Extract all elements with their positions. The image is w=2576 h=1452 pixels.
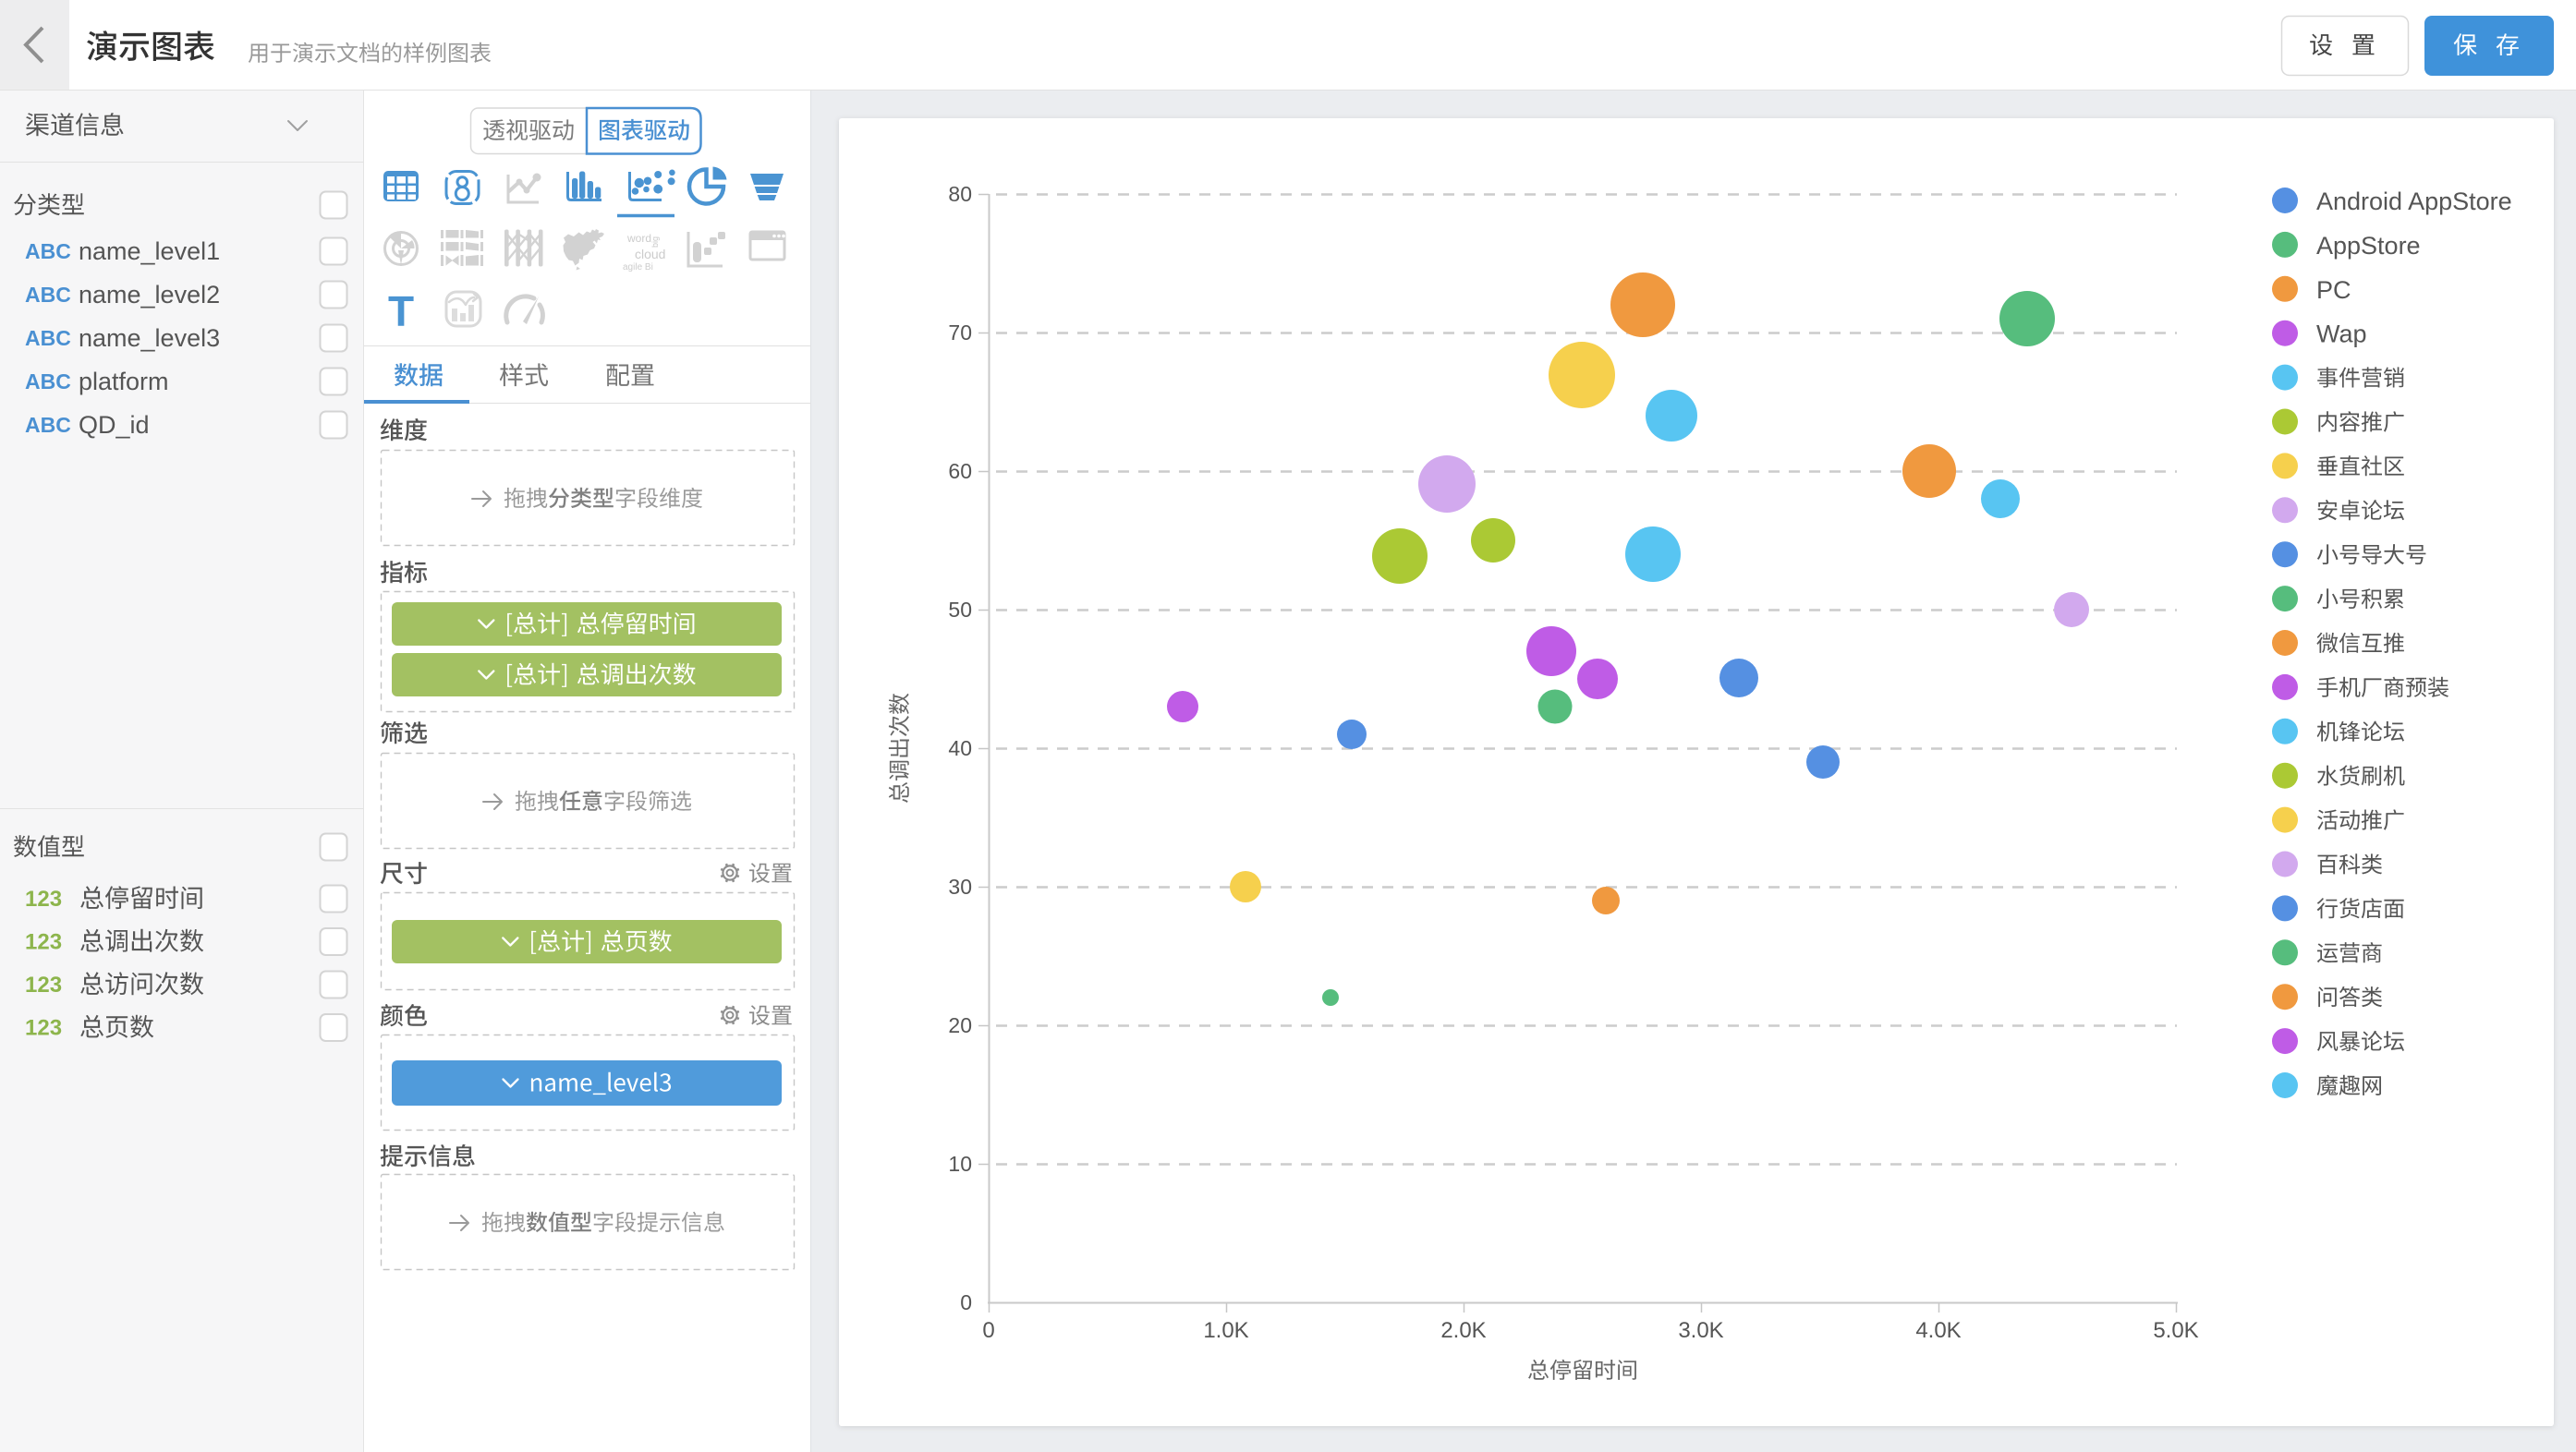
svg-text:20: 20	[948, 1013, 972, 1037]
svg-text:QD_id: QD_id	[79, 411, 150, 439]
svg-text:Wap: Wap	[2316, 321, 2367, 348]
svg-text:name_level1: name_level1	[79, 237, 220, 265]
svg-text:ABC: ABC	[25, 369, 71, 393]
svg-text:0: 0	[960, 1290, 972, 1314]
svg-text:123: 123	[25, 973, 62, 998]
svg-text:name_level2: name_level2	[79, 281, 220, 309]
svg-text:T: T	[388, 287, 414, 335]
svg-text:platform: platform	[79, 368, 169, 395]
svg-text:agile Bi: agile Bi	[623, 262, 653, 272]
svg-text:80: 80	[948, 182, 972, 206]
svg-text:1.0K: 1.0K	[1203, 1318, 1248, 1343]
svg-text:4.0K: 4.0K	[1915, 1318, 1961, 1343]
svg-text:123: 123	[25, 887, 62, 912]
svg-text:Android AppStore: Android AppStore	[2316, 188, 2512, 215]
svg-text:3.0K: 3.0K	[1678, 1318, 1723, 1343]
svg-text:PC: PC	[2316, 276, 2351, 304]
svg-text:60: 60	[948, 459, 972, 483]
svg-text:name_level3: name_level3	[79, 324, 220, 352]
svg-text:big: big	[650, 236, 660, 248]
svg-text:AppStore: AppStore	[2316, 232, 2421, 260]
svg-text:40: 40	[948, 736, 972, 760]
svg-text:ABC: ABC	[25, 413, 71, 437]
svg-text:cloud: cloud	[635, 247, 665, 261]
svg-text:ABC: ABC	[25, 326, 71, 350]
svg-text:123: 123	[25, 1016, 62, 1041]
svg-text:ABC: ABC	[25, 283, 71, 307]
svg-text:0: 0	[982, 1318, 994, 1343]
svg-text:30: 30	[948, 875, 972, 899]
svg-text:123: 123	[25, 930, 62, 955]
svg-text:5.0K: 5.0K	[2153, 1318, 2198, 1343]
svg-text:word: word	[626, 232, 651, 245]
svg-text:2.0K: 2.0K	[1440, 1318, 1486, 1343]
svg-text:50: 50	[948, 598, 972, 622]
svg-text:ABC: ABC	[25, 239, 71, 263]
svg-text:10: 10	[948, 1152, 972, 1176]
svg-text:70: 70	[948, 321, 972, 345]
